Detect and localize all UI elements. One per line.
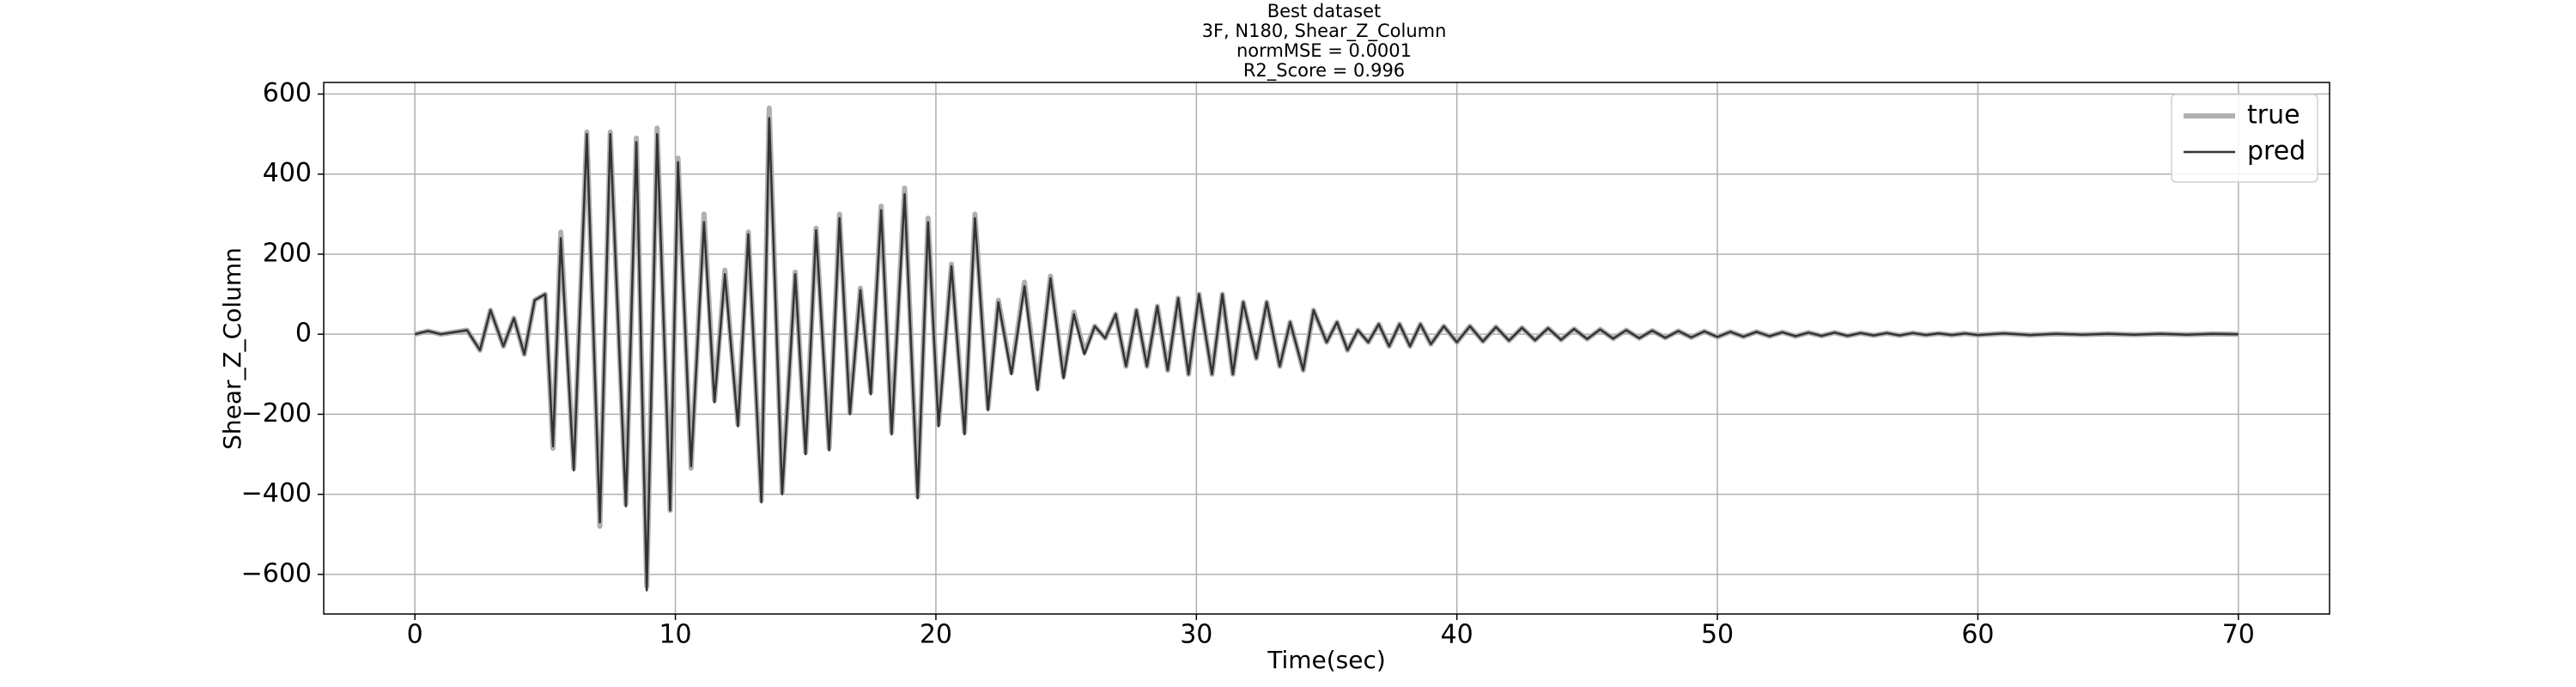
y-tick-label: 200	[263, 238, 312, 268]
x-tick-label: 10	[659, 620, 691, 650]
x-axis-label: Time(sec)	[1267, 646, 1386, 674]
y-tick-label: 400	[263, 158, 312, 188]
x-tick-label: 20	[920, 620, 952, 650]
legend-label: true	[2247, 100, 2300, 131]
x-tick-label: 60	[1961, 620, 1994, 650]
chart-subtitle: 3F, N180, Shear_Z_Column	[1202, 21, 1447, 42]
chart-subtitle: normMSE = 0.0001	[1236, 40, 1412, 61]
x-tick-label: 50	[1701, 620, 1734, 650]
x-tick-label: 0	[407, 620, 423, 650]
y-tick-label: −400	[241, 478, 312, 508]
x-tick-label: 30	[1180, 620, 1212, 650]
y-tick-label: 0	[295, 319, 312, 349]
x-tick-label: 40	[1441, 620, 1473, 650]
chart-title: Best dataset	[1267, 1, 1382, 21]
y-tick-label: −600	[241, 558, 312, 588]
chart-subtitle: R2_Score = 0.996	[1243, 60, 1405, 82]
legend-label: pred	[2247, 137, 2306, 167]
y-tick-label: 600	[263, 78, 312, 108]
series-line	[414, 105, 2239, 589]
y-tick-label: −200	[241, 398, 312, 429]
x-tick-label: 70	[2222, 620, 2255, 650]
series-line	[414, 117, 2239, 592]
y-axis-label: Shear_Z_Column	[218, 247, 246, 450]
legend: true pred	[2171, 94, 2318, 183]
axes-frame	[323, 82, 2330, 615]
